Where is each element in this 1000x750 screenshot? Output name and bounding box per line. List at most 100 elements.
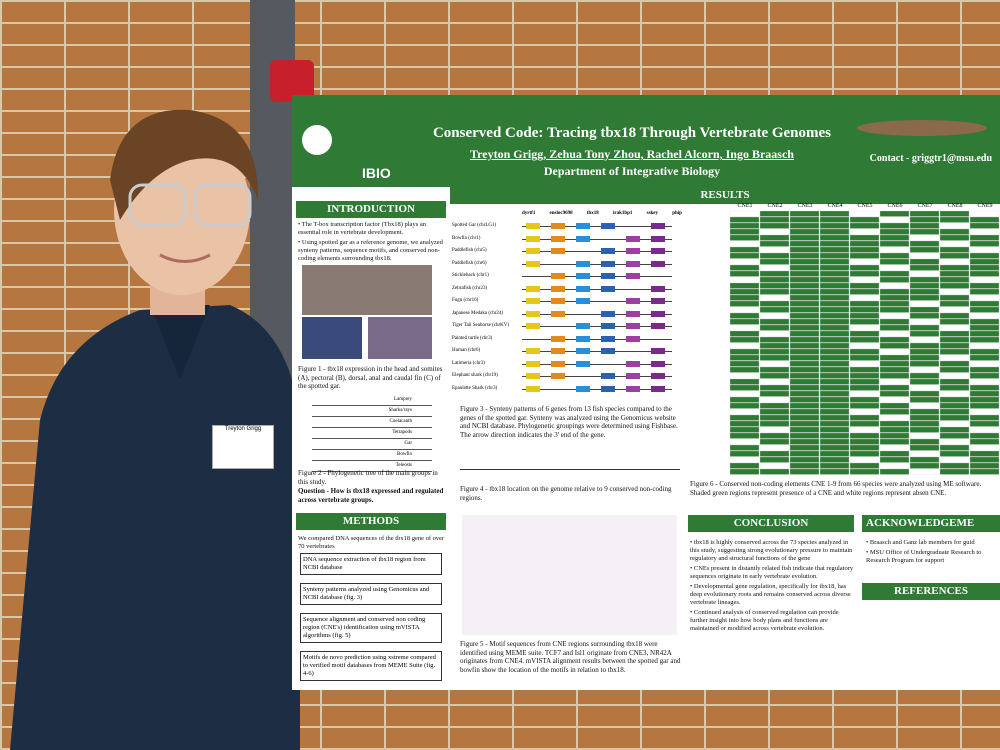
method-step: Sequence alignment and conserved non cod… bbox=[300, 613, 442, 643]
gene-arrow bbox=[651, 260, 665, 267]
heat-cell bbox=[849, 264, 880, 271]
ack-bullet-text: Braasch and Ganz lab members for guid bbox=[869, 539, 975, 546]
heat-cell bbox=[729, 210, 760, 217]
heat-cell bbox=[879, 342, 910, 349]
heat-cell bbox=[789, 408, 820, 415]
heat-cell bbox=[759, 384, 790, 391]
gene-arrow bbox=[651, 385, 665, 392]
heat-cell bbox=[759, 432, 790, 439]
heat-cell bbox=[789, 450, 820, 457]
ack-bullet-text: MSU Office of Undergraduate Research to … bbox=[866, 549, 982, 564]
gene-arrow bbox=[626, 360, 640, 367]
heat-cell bbox=[849, 450, 880, 457]
heat-cell bbox=[849, 390, 880, 397]
cne-label: CNE2 bbox=[768, 203, 783, 209]
heat-cell bbox=[939, 378, 970, 385]
section-heading: RESULTS bbox=[450, 187, 1000, 204]
heat-cell bbox=[789, 306, 820, 313]
heat-cell bbox=[759, 336, 790, 343]
heat-cell bbox=[879, 276, 910, 283]
heat-cell bbox=[729, 396, 760, 403]
gene-arrow bbox=[576, 235, 590, 242]
heat-cell bbox=[939, 288, 970, 295]
conclusion-bullet-text: Developmental gene regulation, specifica… bbox=[690, 583, 851, 606]
heat-cell bbox=[939, 426, 970, 433]
heat-cell bbox=[909, 396, 940, 403]
cne-label: CNE8 bbox=[948, 203, 963, 209]
heat-cell bbox=[729, 246, 760, 253]
heat-cell bbox=[849, 396, 880, 403]
heat-cell bbox=[759, 468, 790, 475]
ack-bullet: • Braasch and Ganz lab members for guid bbox=[866, 539, 1000, 547]
heat-cell bbox=[819, 360, 850, 367]
synteny-row: Painted turtle (chr3) bbox=[452, 334, 682, 344]
heat-cell bbox=[819, 336, 850, 343]
chromosome-line bbox=[522, 288, 672, 290]
heat-cell bbox=[969, 360, 1000, 367]
heat-cell bbox=[939, 372, 970, 379]
gene-arrow bbox=[551, 335, 565, 342]
heat-cell bbox=[729, 222, 760, 229]
heat-cell bbox=[939, 336, 970, 343]
heat-cell bbox=[909, 468, 940, 475]
heat-cell bbox=[969, 216, 1000, 223]
heat-cell bbox=[879, 366, 910, 373]
heat-cell bbox=[879, 222, 910, 229]
gene-arrow bbox=[651, 373, 665, 379]
heat-cell bbox=[849, 294, 880, 301]
cne-heatmap: CNE1 CNE2 CNE3 CNE4 CNE5 CNE6 CNE7 CNE8 CNE9 bbox=[729, 203, 1000, 475]
heat-cell bbox=[969, 288, 1000, 295]
heat-cell bbox=[909, 252, 940, 259]
heat-cell bbox=[909, 348, 940, 355]
chromosome-line bbox=[522, 251, 672, 252]
heat-cell bbox=[939, 348, 970, 355]
heat-cell bbox=[759, 210, 790, 217]
heat-cell bbox=[819, 456, 850, 463]
gene-arrow bbox=[551, 310, 565, 317]
methods-intro: We compared DNA sequences of the tbx18 g… bbox=[298, 535, 445, 550]
heat-cell bbox=[789, 276, 820, 283]
heat-cell bbox=[729, 228, 760, 235]
heat-cell bbox=[939, 456, 970, 463]
heat-cell bbox=[849, 336, 880, 343]
heat-cell bbox=[789, 330, 820, 337]
gene-arrow bbox=[551, 273, 565, 279]
intro-bullet-text: Using spotted gar as a reference genome,… bbox=[298, 239, 443, 262]
heat-cell bbox=[819, 372, 850, 379]
heat-cell bbox=[759, 300, 790, 307]
gene-arrow bbox=[651, 235, 665, 242]
heat-cell bbox=[789, 210, 820, 217]
heat-cell bbox=[879, 270, 910, 277]
heat-cell bbox=[849, 462, 880, 469]
heat-cell bbox=[849, 366, 880, 373]
heat-cell bbox=[729, 408, 760, 415]
heat-cell bbox=[849, 312, 880, 319]
heat-cell bbox=[969, 378, 1000, 385]
gene-arrow bbox=[576, 335, 590, 342]
heat-cell bbox=[819, 288, 850, 295]
heat-cell bbox=[879, 354, 910, 361]
heat-cell bbox=[789, 372, 820, 379]
species-label: Stickleback (chr1) bbox=[452, 273, 489, 278]
heat-cell bbox=[909, 282, 940, 289]
gene-arrow bbox=[651, 323, 665, 329]
heat-cell bbox=[909, 378, 940, 385]
gene-arrow bbox=[576, 260, 590, 267]
heat-cell bbox=[819, 414, 850, 421]
heat-cell bbox=[729, 384, 760, 391]
heat-cell bbox=[909, 222, 940, 229]
heat-cell bbox=[969, 324, 1000, 331]
heat-cell bbox=[879, 378, 910, 385]
heat-cell bbox=[879, 462, 910, 469]
heat-cell bbox=[909, 246, 940, 253]
synteny-row: Zebrafish (chr23) bbox=[452, 284, 682, 294]
heat-cell bbox=[759, 342, 790, 349]
heat-cell bbox=[849, 468, 880, 475]
heat-cell bbox=[789, 300, 820, 307]
heat-cell bbox=[759, 270, 790, 277]
gene-arrow bbox=[651, 285, 665, 292]
gene-arrow bbox=[551, 360, 565, 367]
heat-cell bbox=[939, 222, 970, 229]
heat-cell bbox=[819, 222, 850, 229]
